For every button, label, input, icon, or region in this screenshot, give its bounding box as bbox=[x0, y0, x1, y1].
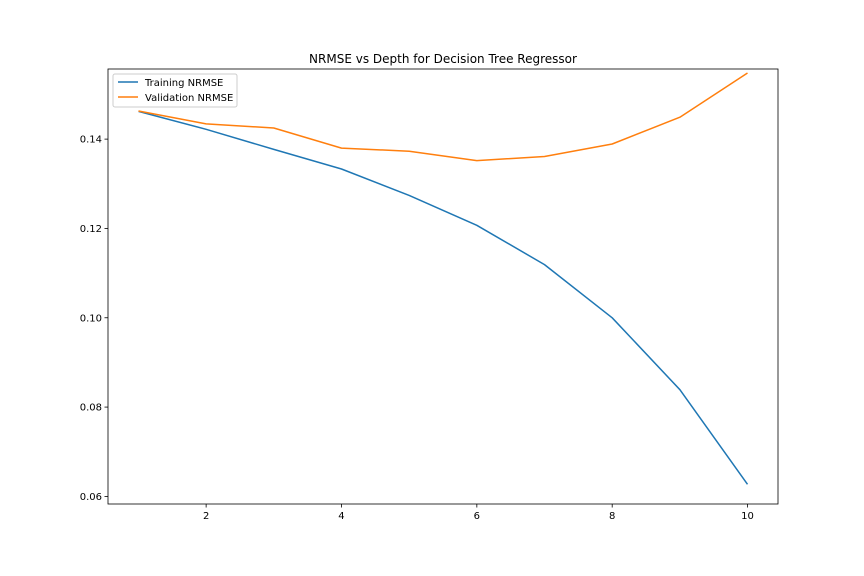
y-tick-label: 0.08 bbox=[80, 403, 102, 414]
x-tick-label: 10 bbox=[741, 511, 754, 522]
series-lines bbox=[138, 72, 749, 485]
y-tick-label: 0.12 bbox=[80, 224, 102, 235]
legend-label-training: Training NRMSE bbox=[144, 78, 223, 89]
x-tick-label: 2 bbox=[203, 511, 209, 522]
x-tick-label: 6 bbox=[474, 511, 480, 522]
legend: Training NRMSE Validation NRMSE bbox=[112, 73, 238, 108]
chart-title: NRMSE vs Depth for Decision Tree Regress… bbox=[309, 52, 577, 66]
y-tick-label: 0.10 bbox=[80, 313, 102, 324]
x-tick-label: 4 bbox=[338, 511, 344, 522]
series-line-validation bbox=[138, 72, 748, 162]
axes-frame bbox=[107, 68, 779, 505]
series-line-training bbox=[138, 110, 749, 485]
axis-ticks: 2 4 6 8 10 0.06 0.08 0.10 0.12 0.14 bbox=[80, 135, 754, 522]
legend-label-validation: Validation NRMSE bbox=[145, 93, 233, 104]
y-tick-label: 0.14 bbox=[80, 135, 102, 146]
x-tick-label: 8 bbox=[609, 511, 615, 522]
y-tick-label: 0.06 bbox=[80, 492, 102, 503]
legend-box bbox=[112, 73, 238, 108]
